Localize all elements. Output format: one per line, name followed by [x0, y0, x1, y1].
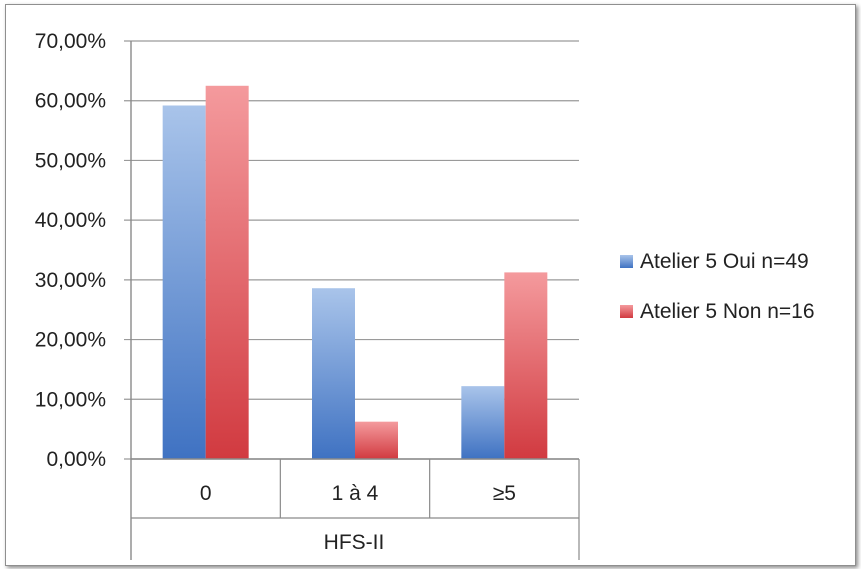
axes — [130, 41, 580, 560]
x-axis-categories: 0 1 à 4 ≥5 — [200, 482, 516, 505]
bar-oui-0 — [162, 105, 206, 460]
x-category-label: 1 à 4 — [332, 482, 379, 505]
y-tick-label: 20,00% — [35, 329, 106, 352]
legend-label: Atelier 5 Non n=16 — [640, 300, 815, 323]
y-tick-label: 70,00% — [35, 30, 106, 53]
x-category-label: ≥5 — [493, 482, 516, 505]
y-tick-label: 0,00% — [46, 448, 106, 471]
y-axis-ticks: 0,00% 10,00% 20,00% 30,00% 40,00% 50,00% 60,00… — [35, 30, 106, 471]
bar-oui-2 — [461, 386, 505, 459]
bar-non-2 — [504, 272, 548, 459]
y-tick-label: 60,00% — [35, 90, 106, 113]
y-tick-label: 10,00% — [35, 388, 106, 411]
y-tick-label: 30,00% — [35, 269, 106, 292]
y-tick-label: 50,00% — [35, 149, 106, 172]
legend-label: Atelier 5 Oui n=49 — [640, 250, 809, 273]
bar-oui-1 — [312, 288, 355, 459]
x-axis-title: HFS-II — [324, 531, 385, 554]
bar-non-1 — [355, 421, 398, 459]
chart-frame — [5, 4, 856, 566]
legend-swatch — [620, 305, 633, 318]
y-tick-label: 40,00% — [35, 209, 106, 232]
bar-non-0 — [205, 85, 249, 460]
x-category-label: 0 — [200, 482, 212, 505]
legend: Atelier 5 Oui n=49 Atelier 5 Non n=16 — [620, 250, 815, 323]
legend-swatch — [620, 255, 633, 268]
bars — [162, 85, 548, 460]
